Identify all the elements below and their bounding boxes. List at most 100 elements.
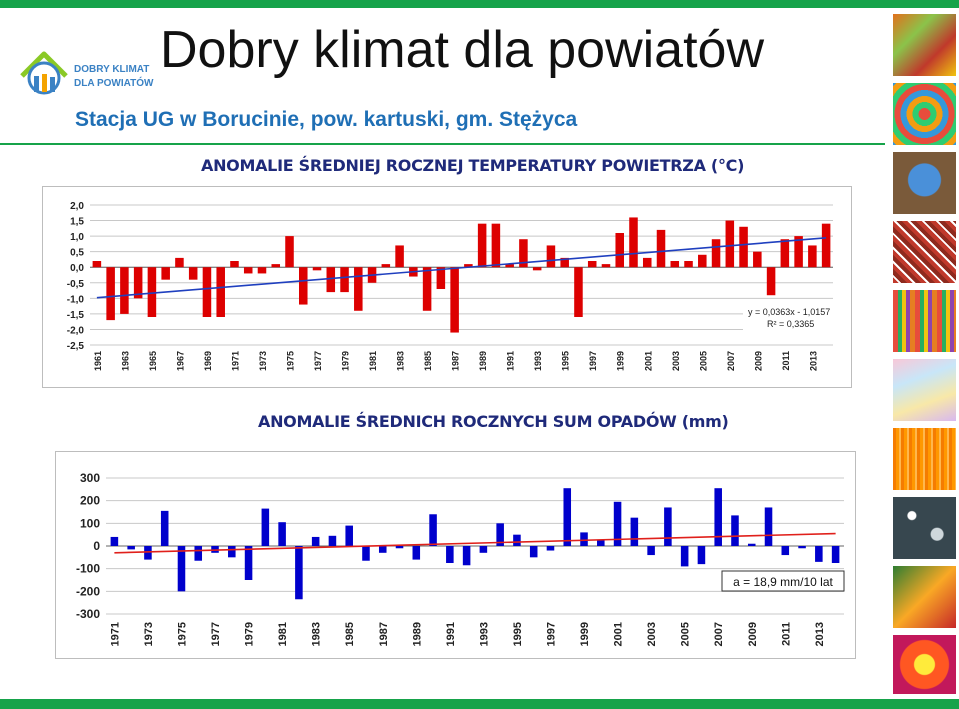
bar-1984: [328, 535, 337, 546]
bar-1982: [295, 546, 303, 600]
x-tick-label: 2007: [713, 622, 725, 646]
y-tick-label: 200: [80, 494, 100, 508]
bar-1976: [194, 546, 203, 561]
logo-text-line2: DLA POWIATÓW: [74, 76, 154, 89]
bar-1975: [285, 236, 294, 268]
bar-2005: [680, 546, 689, 567]
bar-1998: [563, 488, 572, 546]
bar-2010: [764, 507, 773, 546]
bar-2012: [794, 236, 803, 268]
x-tick-label: 1993: [478, 622, 490, 646]
color-swirl-image: [893, 83, 956, 145]
logo-house-icon: [20, 51, 68, 95]
bar-2007: [725, 220, 735, 268]
x-tick-label: 1999: [579, 622, 591, 646]
bar-1993: [532, 267, 542, 271]
bar-2008: [739, 226, 748, 268]
bar-1985: [345, 525, 353, 546]
bar-1979: [244, 546, 253, 580]
bar-1996: [529, 546, 538, 558]
earth-image: [893, 152, 956, 214]
bar-2010: [766, 267, 776, 296]
bar-1992: [519, 239, 528, 268]
x-tick-label: 2013: [808, 351, 818, 371]
x-tick-label: 1979: [244, 622, 256, 646]
bar-2009: [753, 251, 762, 268]
y-tick-label: -2,5: [67, 341, 85, 352]
bar-1977: [312, 267, 322, 271]
bar-1981: [278, 522, 286, 546]
trend-annotation-box: [721, 570, 845, 592]
bar-1989: [412, 546, 421, 560]
y-tick-label: -100: [76, 562, 100, 576]
trend-equation: y = 0,0363x - 1,0157: [748, 307, 830, 317]
bar-1975: [177, 546, 186, 592]
temperature-chart: 2,0 1,5 1,0 0,5 0,0 -0,5 -1,0 -1,5 -2,0 -2,5 1961 1…: [67, 201, 839, 371]
x-tick-label: 1967: [175, 351, 185, 371]
bar-1992: [462, 546, 471, 566]
y-tick-label: 0,0: [70, 263, 84, 274]
x-tick-label: 2001: [643, 351, 653, 371]
page-subtitle: Stacja UG w Borucinie, pow. kartuski, gm…: [75, 108, 578, 131]
trendline: [96, 237, 827, 299]
y-tick-label: -200: [76, 584, 100, 598]
x-tick-label: 1981: [368, 351, 378, 371]
color-stripes-image: [893, 290, 956, 352]
bar-2014: [821, 223, 831, 268]
y-tick-label: 0,5: [70, 248, 84, 259]
logo-text-line1: DOBRY KLIMAT: [74, 64, 149, 75]
x-tick-label: 1977: [313, 351, 323, 371]
bar-1961: [92, 261, 102, 268]
bar-2008: [731, 515, 739, 546]
y-tick-label: -300: [76, 607, 100, 621]
bar-1968: [188, 267, 198, 280]
bar-2011: [781, 546, 790, 556]
bar-1971: [110, 536, 119, 546]
x-tick-label: 2011: [781, 351, 791, 371]
bar-1963: [120, 267, 129, 314]
bar-1964: [133, 267, 143, 299]
bar-1979: [340, 267, 349, 293]
bar-1966: [161, 267, 170, 280]
bar-2000: [597, 540, 605, 546]
x-tick-label: 1975: [286, 351, 296, 371]
bar-1973: [144, 546, 152, 560]
bar-1998: [601, 264, 611, 268]
x-tick-label: 1965: [148, 351, 158, 371]
bar-1971: [230, 261, 239, 268]
orange-texture-image: [893, 428, 956, 490]
x-tick-label: 1975: [176, 622, 188, 646]
bar-2002: [630, 517, 639, 546]
bottom-accent-bar: [0, 699, 959, 709]
bar-1994: [496, 523, 504, 546]
bar-1994: [546, 245, 556, 268]
bar-2004: [684, 261, 693, 268]
bar-2006: [711, 239, 721, 268]
x-tick-label: 1995: [561, 351, 571, 371]
bar-1980: [354, 267, 363, 311]
bar-1988: [395, 546, 404, 549]
bar-1972: [243, 267, 253, 274]
bar-1986: [362, 546, 370, 561]
bar-1986: [436, 267, 446, 289]
x-tick-label: 1991: [445, 622, 457, 646]
top-accent-bar: [0, 0, 959, 8]
x-tick-label: 1977: [210, 622, 222, 646]
bar-2002: [656, 229, 666, 268]
x-tick-label: 2001: [613, 622, 625, 646]
bar-1997: [587, 261, 597, 268]
trend-annotation: a = 18,9 mm/10 lat: [733, 575, 833, 589]
bar-2013: [808, 245, 817, 268]
bar-2001: [613, 501, 622, 546]
bar-1974: [160, 510, 169, 546]
bar-2001: [642, 257, 652, 268]
x-tick-label: 2005: [680, 622, 692, 646]
bar-1965: [147, 267, 157, 317]
bokeh-image: [893, 497, 956, 559]
x-tick-label: 1963: [120, 351, 130, 371]
bar-1967: [175, 257, 184, 268]
x-tick-label: 2013: [814, 622, 826, 646]
bar-1989: [477, 223, 487, 268]
y-tick-label: 100: [80, 516, 100, 530]
bar-1978: [326, 267, 336, 293]
